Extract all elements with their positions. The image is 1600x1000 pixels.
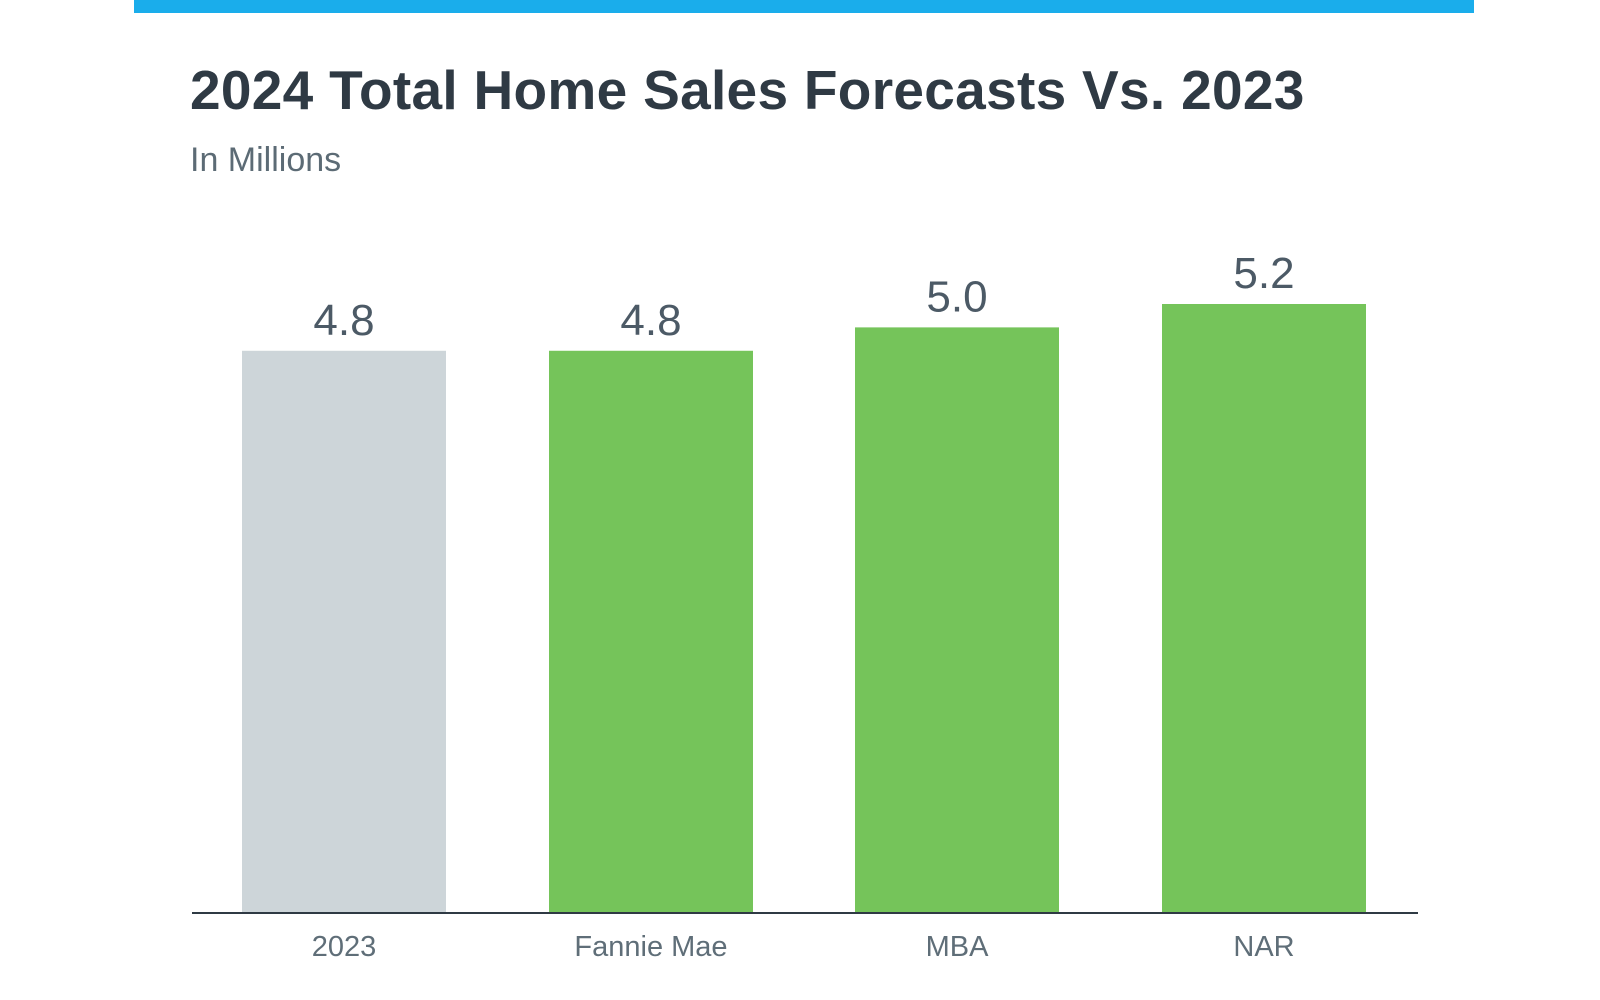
data-label: 4.8 (313, 296, 374, 345)
x-tick-label: NAR (1233, 931, 1294, 963)
x-tick-label: MBA (926, 931, 990, 963)
data-label: 5.2 (1233, 249, 1294, 298)
data-label: 4.8 (620, 296, 681, 345)
chart-title: 2024 Total Home Sales Forecasts Vs. 2023 (190, 59, 1305, 121)
bar-fannie-mae (549, 350, 753, 912)
chart-subtitle: In Millions (190, 141, 342, 179)
bar-2023 (242, 350, 446, 912)
top-accent-bar (134, 0, 1474, 13)
x-tick-label: 2023 (312, 931, 377, 963)
x-tick-label: Fannie Mae (574, 931, 727, 963)
bar-nar (1162, 304, 1366, 912)
bar-mba (855, 327, 1059, 912)
data-label: 5.0 (926, 272, 987, 321)
